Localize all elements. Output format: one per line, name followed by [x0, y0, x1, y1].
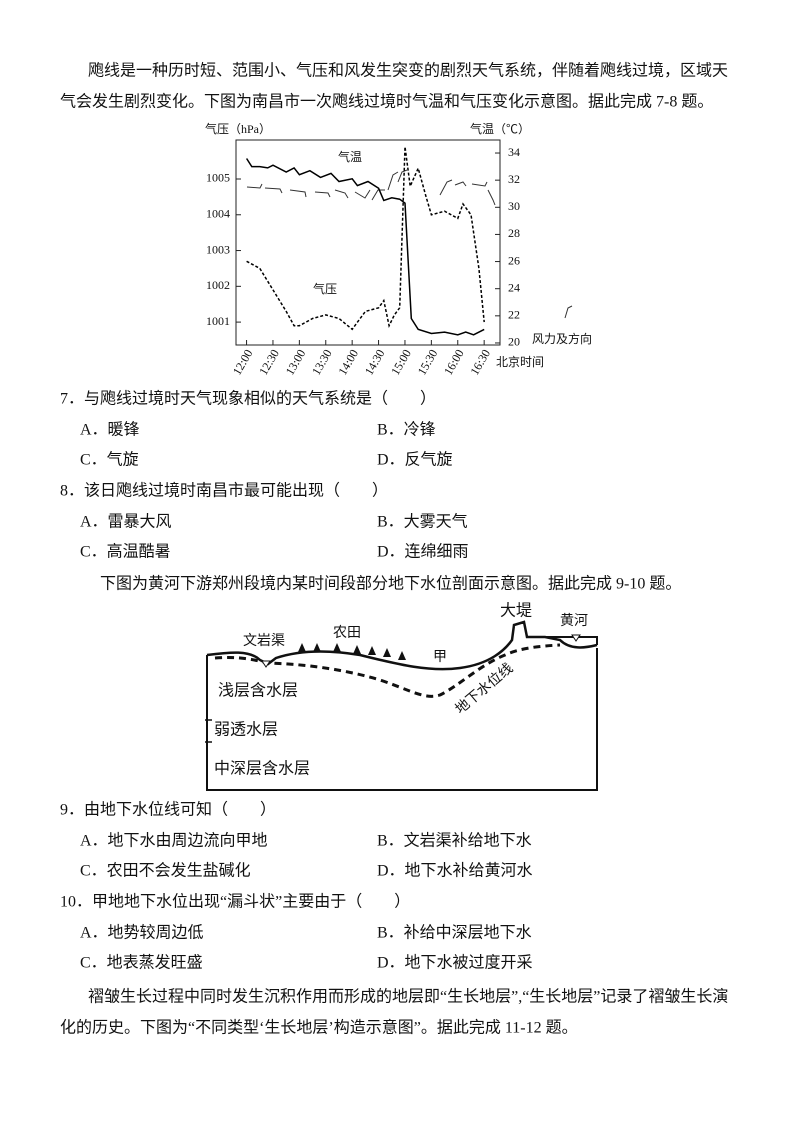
y2-tick-label: 22 [508, 308, 520, 322]
answer-option: C．高温酷暑 [80, 543, 171, 561]
question-stem: 8．该日飑线过境时南昌市最可能出现（ ） [60, 481, 388, 500]
diagram [205, 620, 598, 791]
paragraph-line: 下图为黄河下游郑州段境内某时间段部分地下水位剖面示意图。据此完成 9-10 题。 [100, 574, 681, 593]
x-tick-label: 12:30 [256, 347, 282, 378]
answer-option: B．冷锋 [377, 421, 436, 439]
paragraph-line: 褶皱生长过程中同时发生沉积作用而形成的地层即“生长地层”,“生长地层”记录了褶皱… [88, 988, 728, 1006]
y-tick-label: 1005 [206, 171, 230, 185]
y2-tick-label: 24 [508, 280, 520, 294]
paragraph-line: 化的历史。下图为“不同类型‘生长地层’构造示意图”。据此完成 11-12 题。 [60, 1018, 578, 1037]
diagram-label: 黄河 [560, 612, 588, 629]
answer-option: A．暖锋 [80, 421, 140, 439]
y2-tick-label: 34 [508, 145, 520, 159]
plot-frame [235, 139, 501, 346]
paragraph-line: 飑线是一种历时短、范围小、气压和风发生突变的剧烈天气系统，伴随着飑线过境，区域天 [88, 61, 728, 80]
question-stem: 10．甲地地下水位出现“漏斗状”主要由于（ ） [60, 893, 410, 911]
answer-option: B．大雾天气 [377, 513, 468, 531]
diagram-label: 甲 [433, 650, 447, 665]
y2-tick-label: 30 [508, 199, 520, 213]
question-stem: 9．由地下水位线可知（ ） [60, 801, 276, 819]
diagram-label: 弱透水层 [214, 721, 278, 739]
y2-tick-label: 20 [508, 335, 520, 349]
question-stem: 7．与飑线过境时天气现象相似的天气系统是（ ） [60, 389, 436, 408]
y-tick-label: 1003 [206, 242, 230, 256]
series-label: 气温 [338, 149, 362, 164]
answer-option: D．地下水被过度开采 [377, 954, 533, 972]
river-bank [545, 636, 598, 645]
x-tick-label: 14:00 [335, 347, 361, 378]
series-line [245, 158, 485, 336]
diagram-label: 中深层含水层 [214, 760, 310, 778]
y-tick-label: 1001 [206, 314, 230, 328]
answer-option: D．反气旋 [377, 451, 453, 469]
x-tick-label: 13:30 [309, 347, 335, 378]
wind-barbs [246, 169, 573, 319]
paragraph-line: 气会发生剧烈变化。下图为南昌市一次飑线过境时气温和气压变化示意图。据此完成 7-… [60, 92, 713, 111]
answer-option: D．地下水补给黄河水 [377, 862, 533, 880]
water-marker [261, 660, 271, 668]
x-tick-label: 15:30 [415, 347, 441, 378]
answer-option: D．连绵细雨 [377, 543, 469, 561]
y-tick-label: 1002 [206, 278, 230, 292]
diagram-label: 浅层含水层 [218, 682, 298, 700]
y-tick-label: 1004 [206, 207, 230, 221]
answer-option: C．地表蒸发旺盛 [80, 954, 203, 972]
x-tick-label: 15:00 [388, 347, 414, 378]
answer-option: C．农田不会发生盐碱化 [80, 862, 251, 880]
x-tick-label: 14:30 [362, 347, 388, 378]
chart: 气压（hPa） 气温（℃） 北京时间 风力及方向 气温 气压 [205, 121, 592, 369]
wind-label: 风力及方向 [532, 331, 592, 346]
answer-option: A．地下水由周边流向甲地 [80, 832, 268, 850]
diagram-label: 农田 [333, 625, 361, 641]
answer-option: B．补给中深层地下水 [377, 924, 532, 942]
x-axis-label: 北京时间 [496, 355, 544, 369]
x-tick-label: 16:00 [441, 347, 467, 378]
diagram-label: 大堤 [500, 602, 532, 620]
crops [298, 643, 406, 660]
y-axis-label: 气压（hPa） [205, 121, 271, 136]
x-tick-label: 12:00 [230, 347, 256, 378]
answer-option: A．雷暴大风 [80, 513, 172, 531]
water-marker [571, 634, 581, 642]
answer-option: B．文岩渠补给地下水 [377, 832, 532, 850]
y2-tick-label: 28 [508, 226, 520, 240]
series-line [246, 146, 485, 331]
diagram-label: 文岩渠 [243, 633, 285, 649]
answer-option: A．地势较周边低 [80, 924, 204, 942]
answer-option: C．气旋 [80, 451, 139, 469]
x-tick-label: 16:30 [467, 347, 493, 378]
y2-axis-label: 气温（℃） [470, 121, 530, 136]
y2-tick-label: 26 [508, 253, 520, 267]
series-label: 气压 [313, 281, 337, 296]
x-tick-label: 13:00 [283, 347, 309, 378]
y2-tick-label: 32 [508, 172, 520, 186]
